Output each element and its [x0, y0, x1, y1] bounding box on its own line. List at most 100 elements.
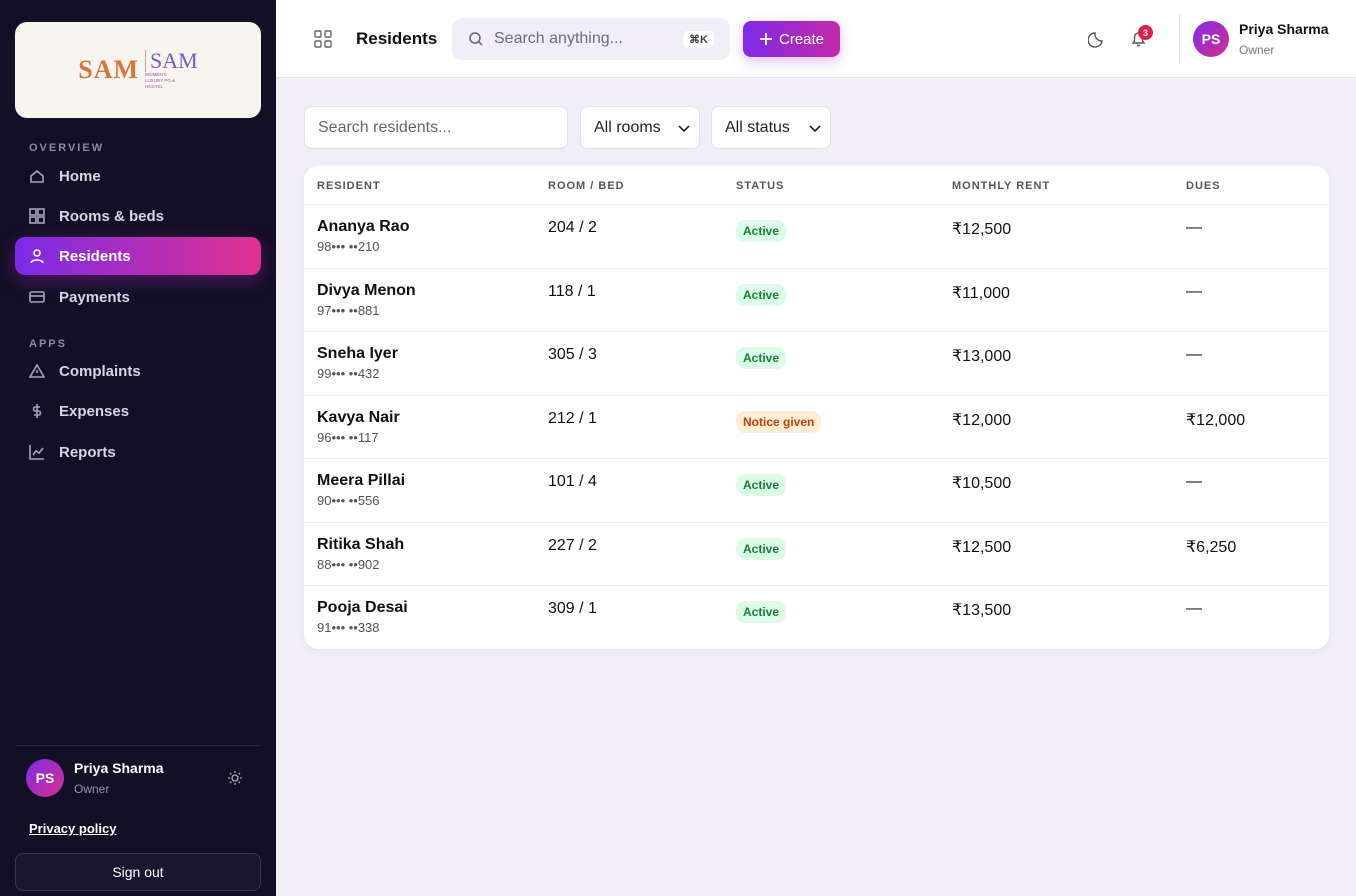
- status-badge: Active: [736, 347, 787, 369]
- nav-label: Reports: [59, 443, 116, 461]
- nav-item[interactable]: Residents: [15, 237, 261, 275]
- chevron: [678, 125, 690, 133]
- nav-icon: [30, 249, 44, 264]
- status-badge: Active: [736, 283, 787, 306]
- sign-out-button[interactable]: Sign out: [15, 853, 261, 891]
- dues: —: [1186, 600, 1202, 617]
- nav-item[interactable]: Rooms & beds: [15, 197, 261, 235]
- chevron: [809, 125, 821, 133]
- table-row[interactable]: Divya Menon 97••• ••881 118 / 1 Active ₹11,0…: [304, 267, 1329, 332]
- nav-label: Payments: [59, 288, 130, 306]
- user-role: Owner: [1239, 43, 1275, 57]
- monthly-rent: ₹10,500: [952, 475, 1012, 492]
- resident-search[interactable]: Search residents...: [304, 106, 568, 149]
- resident-cell: Ritika Shah 88••• ••902: [317, 536, 404, 572]
- table-row[interactable]: Pooja Desai 91••• ••338 309 / 1 Active ₹13,5…: [304, 585, 1329, 649]
- search-placeholder: Search anything...: [494, 30, 623, 47]
- notification-count: 3: [1138, 25, 1153, 40]
- column-header: MONTHLY RENT: [952, 180, 1051, 192]
- resident-name: Pooja Desai: [317, 599, 408, 616]
- nav-icon: [30, 169, 44, 183]
- nav-icon: [29, 208, 45, 224]
- nav-icon: [32, 404, 42, 418]
- monthly-rent: ₹12,500: [952, 538, 1012, 556]
- table-row[interactable]: Sneha Iyer 99••• ••432 305 / 3 Active ₹13,00…: [304, 331, 1329, 395]
- theme-toggle[interactable]: [1088, 31, 1105, 48]
- avatar: PS: [1193, 21, 1229, 57]
- monthly-rent: ₹11,000: [952, 284, 1010, 302]
- room-bed: 212 / 1: [548, 409, 597, 427]
- user-name: Priya Sharma: [1239, 21, 1329, 37]
- page-title: Residents: [356, 29, 438, 48]
- nav-label: Rooms & beds: [59, 207, 165, 225]
- nav-icon: [29, 363, 45, 378]
- resident-name: Ananya Rao: [317, 218, 410, 235]
- create-label: Create: [778, 30, 825, 48]
- nav-item[interactable]: Payments: [15, 278, 261, 316]
- room-bed: 101 / 4: [548, 473, 597, 490]
- create-button[interactable]: Create: [743, 21, 840, 57]
- sidebar-user: PS Priya Sharma Owner: [15, 745, 261, 797]
- plus-icon: [759, 33, 772, 45]
- resident-phone: 99••• ••432: [317, 366, 380, 381]
- rooms-filter[interactable]: All rooms: [580, 106, 700, 149]
- nav-label: Complaints: [59, 362, 141, 380]
- header-user[interactable]: PS Priya Sharma Owner: [1179, 14, 1329, 64]
- settings-icon[interactable]: [227, 770, 243, 786]
- logo-mark: SAM: [78, 55, 140, 84]
- logo[interactable]: SAM SAM WOMEN'S LUXURY PG & HOSTEL: [15, 22, 261, 118]
- dues: —: [1186, 473, 1202, 490]
- avatar[interactable]: PS: [26, 759, 64, 797]
- nav-label: Home: [59, 167, 101, 185]
- nav-section-label: APPS: [29, 338, 67, 350]
- resident-phone: 90••• ••556: [317, 493, 380, 508]
- room-bed: 227 / 2: [548, 536, 597, 554]
- monthly-rent: ₹12,000: [952, 411, 1012, 429]
- resident-phone: 96••• ••117: [317, 429, 379, 445]
- table-row[interactable]: Meera Pillai 90••• ••556 101 / 4 Active ₹10,…: [304, 458, 1329, 522]
- monthly-rent: ₹13,500: [952, 602, 1012, 619]
- user-name: Priya Sharma: [74, 760, 164, 776]
- logo-tagline: WOMEN'S LUXURY PG & HOSTEL: [145, 72, 176, 89]
- nav-item[interactable]: Home: [15, 157, 261, 195]
- filter-label: All status: [725, 118, 790, 136]
- privacy-link[interactable]: Privacy policy: [29, 821, 117, 836]
- table-row[interactable]: Ananya Rao 98••• ••210 204 / 2 Active ₹12,50…: [304, 204, 1329, 268]
- nav-item[interactable]: Expenses: [15, 392, 261, 430]
- status-badge: Notice given: [736, 410, 822, 433]
- status-filter[interactable]: All status: [711, 106, 831, 149]
- resident-cell: Pooja Desai 91••• ••338: [317, 599, 408, 635]
- column-header: ROOM / BED: [548, 180, 625, 192]
- logo-name: SAM: [145, 50, 198, 72]
- status-badge: Active: [736, 474, 787, 496]
- shortcut: ⌘K: [683, 31, 714, 48]
- status-badge: Active: [736, 537, 787, 560]
- dues: —: [1186, 282, 1202, 300]
- resident-cell: Kavya Nair 96••• ••117: [317, 409, 400, 445]
- topbar: Residents Search anything... ⌘K Create 3…: [276, 0, 1356, 78]
- resident-cell: Sneha Iyer 99••• ••432: [317, 345, 398, 381]
- nav-icon: [29, 291, 45, 303]
- resident-name: Sneha Iyer: [317, 345, 398, 362]
- nav-label: Residents: [59, 247, 131, 265]
- search-icon: [469, 32, 483, 46]
- nav-item[interactable]: Complaints: [15, 352, 261, 390]
- column-header: STATUS: [736, 180, 785, 192]
- status-badge: Active: [736, 220, 787, 242]
- resident-phone: 88••• ••902: [317, 556, 380, 572]
- nav-section-label: OVERVIEW: [29, 142, 105, 154]
- global-search[interactable]: Search anything... ⌘K: [452, 18, 730, 60]
- resident-phone: 91••• ••338: [317, 620, 380, 635]
- nav-item[interactable]: Reports: [15, 433, 261, 471]
- resident-phone: 98••• ••210: [317, 239, 380, 254]
- dues: ₹6,250: [1186, 538, 1237, 556]
- table-row[interactable]: Kavya Nair 96••• ••117 212 / 1 Notice given…: [304, 394, 1329, 459]
- resident-cell: Ananya Rao 98••• ••210: [317, 218, 409, 254]
- resident-name: Kavya Nair: [317, 408, 400, 426]
- column-header: DUES: [1186, 180, 1221, 192]
- grid-icon[interactable]: [314, 30, 332, 48]
- resident-name: Meera Pillai: [317, 472, 406, 489]
- room-bed: 305 / 3: [548, 346, 597, 363]
- table-row[interactable]: Ritika Shah 88••• ••902 227 / 2 Active ₹12,5…: [304, 521, 1329, 586]
